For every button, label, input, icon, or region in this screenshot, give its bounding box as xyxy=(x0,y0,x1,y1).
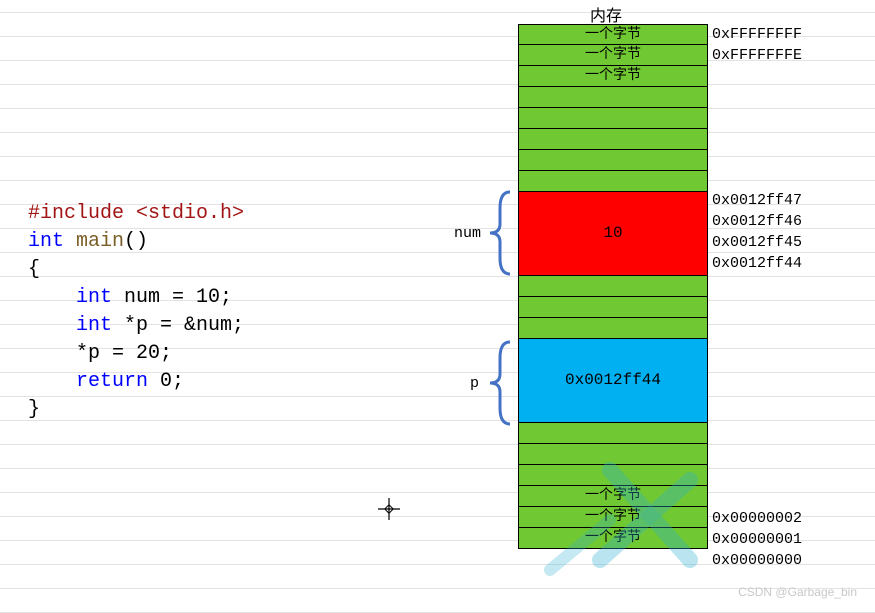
memory-cell xyxy=(518,108,708,129)
label-num: num xyxy=(454,225,481,242)
memory-cell: 10 xyxy=(518,192,708,276)
code-block: #include <stdio.h> int main() { int num … xyxy=(0,0,390,603)
watermark-text: CSDN @Garbage_bin xyxy=(738,585,857,599)
tok-main: main xyxy=(76,230,124,253)
memory-cell xyxy=(518,276,708,297)
brace-p-icon xyxy=(486,340,514,426)
code: #include <stdio.h> int main() { int num … xyxy=(28,200,390,424)
brace-num-icon xyxy=(486,190,514,276)
addr: 0x0012ff44 xyxy=(712,255,802,272)
addr: 0xFFFFFFFF xyxy=(712,26,802,43)
addr: 0x0012ff47 xyxy=(712,192,802,209)
memory-cell xyxy=(518,318,708,339)
addr: 0x0012ff46 xyxy=(712,213,802,230)
memory-cell: 一个字节 xyxy=(518,24,708,45)
memory-cell: 一个字节 xyxy=(518,45,708,66)
memory-cell xyxy=(518,129,708,150)
addr: 0xFFFFFFFE xyxy=(712,47,802,64)
addr: 0x0012ff45 xyxy=(712,234,802,251)
memory-cell xyxy=(518,297,708,318)
memory-cell: 0x0012ff44 xyxy=(518,339,708,423)
memory-title: 内存 xyxy=(590,2,622,26)
watermark-shape-icon xyxy=(540,440,740,600)
memory-cell: 一个字节 xyxy=(518,66,708,87)
label-p: p xyxy=(470,375,479,392)
tok-header: <stdio.h> xyxy=(136,202,244,225)
crosshair-cursor-icon xyxy=(378,498,400,520)
tok-include: #include xyxy=(28,202,136,225)
memory-cell xyxy=(518,87,708,108)
memory-cell xyxy=(518,171,708,192)
tok-int: int xyxy=(28,230,76,253)
memory-cell xyxy=(518,150,708,171)
